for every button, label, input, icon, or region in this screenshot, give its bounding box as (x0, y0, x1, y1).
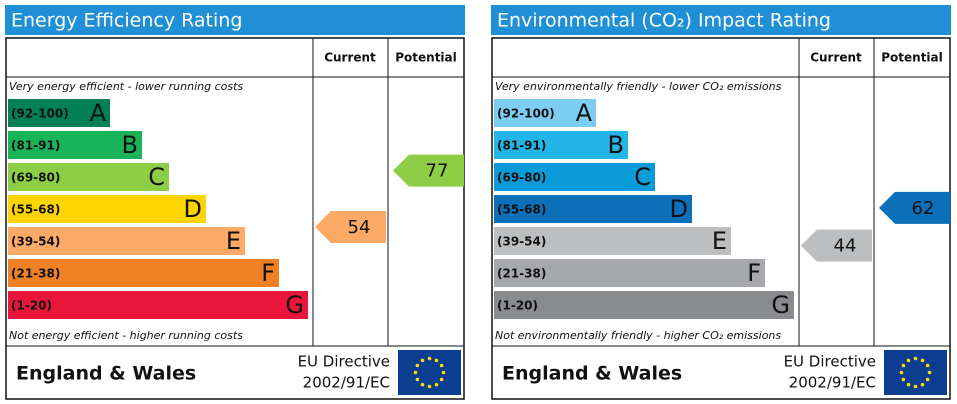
directive: 2002/91/EC (303, 374, 390, 392)
band-letter: G (771, 291, 790, 319)
rating-arrow (315, 211, 386, 243)
band-letter: A (90, 99, 107, 127)
bottom-note: Not energy efficient - higher running co… (9, 329, 243, 342)
flag-star (899, 370, 904, 375)
band-range: (92-100) (11, 107, 69, 121)
top-note: Very environmentally friendly - lower CO… (495, 80, 782, 93)
column-header: Current (810, 51, 862, 65)
band-range: (92-100) (497, 107, 555, 121)
region: England & Wales (16, 363, 196, 385)
band-bar (8, 291, 308, 319)
band-bar (494, 291, 794, 319)
band-letter: D (184, 195, 202, 223)
band-letter: F (261, 259, 275, 287)
flag-star (925, 363, 930, 368)
band-bar (494, 259, 765, 287)
flag-star (441, 370, 446, 375)
band-letter: G (285, 291, 304, 319)
directive: EU Directive (784, 353, 876, 371)
flag-star (415, 363, 420, 368)
flag-star (427, 384, 432, 389)
band-letter: E (712, 227, 727, 255)
band-bar (8, 259, 279, 287)
flag-star (427, 356, 432, 361)
flag-star (913, 384, 918, 389)
band-letter: C (148, 163, 165, 191)
flag-star (434, 382, 439, 387)
directive: EU Directive (298, 353, 390, 371)
band-bar (494, 163, 655, 191)
rating-arrow (879, 191, 950, 224)
flag-star (415, 377, 420, 382)
flag-star (901, 377, 906, 382)
rating-value: 54 (348, 217, 371, 238)
band-range: (69-80) (11, 171, 60, 185)
rating-panel: Environmental (CO₂) Impact Rating Current… (491, 5, 951, 400)
flag-star (901, 363, 906, 368)
band-range: (81-91) (11, 139, 60, 153)
band-range: (1-20) (497, 299, 538, 313)
band-range: (55-68) (11, 203, 60, 217)
band-letter: B (608, 131, 624, 159)
band-bar (8, 131, 142, 159)
flag-star (913, 356, 918, 361)
panel-title: Energy Efficiency Rating (11, 10, 242, 32)
directive: 2002/91/EC (789, 374, 876, 392)
band-range: (81-91) (497, 139, 546, 153)
band-bar (8, 195, 206, 223)
flag-star (420, 382, 425, 387)
flag-star (920, 382, 925, 387)
band-letter: C (634, 163, 651, 191)
flag-star (925, 377, 930, 382)
flag-star (906, 382, 911, 387)
rating-panel: Energy Efficiency Rating Current Potential… (5, 5, 465, 400)
flag-star (439, 363, 444, 368)
band-bar (8, 227, 245, 255)
flag-star (906, 358, 911, 363)
band-bar (494, 131, 628, 159)
band-range: (39-54) (497, 235, 546, 249)
rating-value: 44 (834, 236, 857, 257)
band-bar (8, 163, 169, 191)
flag-star (920, 358, 925, 363)
top-note: Very energy efficient - lower running co… (9, 80, 243, 93)
flag-star (420, 358, 425, 363)
title-bar (491, 5, 951, 35)
band-letter: B (122, 131, 138, 159)
band-letter: D (670, 195, 688, 223)
band-range: (69-80) (497, 171, 546, 185)
panel-title: Environmental (CO₂) Impact Rating (497, 10, 831, 32)
band-bar (494, 227, 731, 255)
band-bar (8, 99, 110, 127)
band-range: (1-20) (11, 299, 52, 313)
band-bar (494, 195, 692, 223)
bottom-note: Not environmentally friendly - higher CO… (495, 329, 781, 342)
band-letter: A (576, 99, 593, 127)
rating-arrow (801, 229, 872, 262)
title-bar (5, 5, 465, 35)
band-bar (494, 99, 596, 127)
flag-star (413, 370, 418, 375)
flag-star (439, 377, 444, 382)
band-range: (21-38) (11, 267, 60, 281)
rating-value: 77 (426, 161, 449, 182)
band-letter: E (226, 227, 241, 255)
band-range: (55-68) (497, 203, 546, 217)
column-header: Potential (395, 51, 457, 65)
column-header: Potential (881, 51, 943, 65)
column-header: Current (324, 51, 376, 65)
flag-star (927, 370, 932, 375)
band-range: (21-38) (497, 267, 546, 281)
band-range: (39-54) (11, 235, 60, 249)
rating-arrow (393, 154, 464, 187)
flag-star (434, 358, 439, 363)
rating-value: 62 (912, 198, 935, 219)
region: England & Wales (502, 363, 682, 385)
band-letter: F (747, 259, 761, 287)
